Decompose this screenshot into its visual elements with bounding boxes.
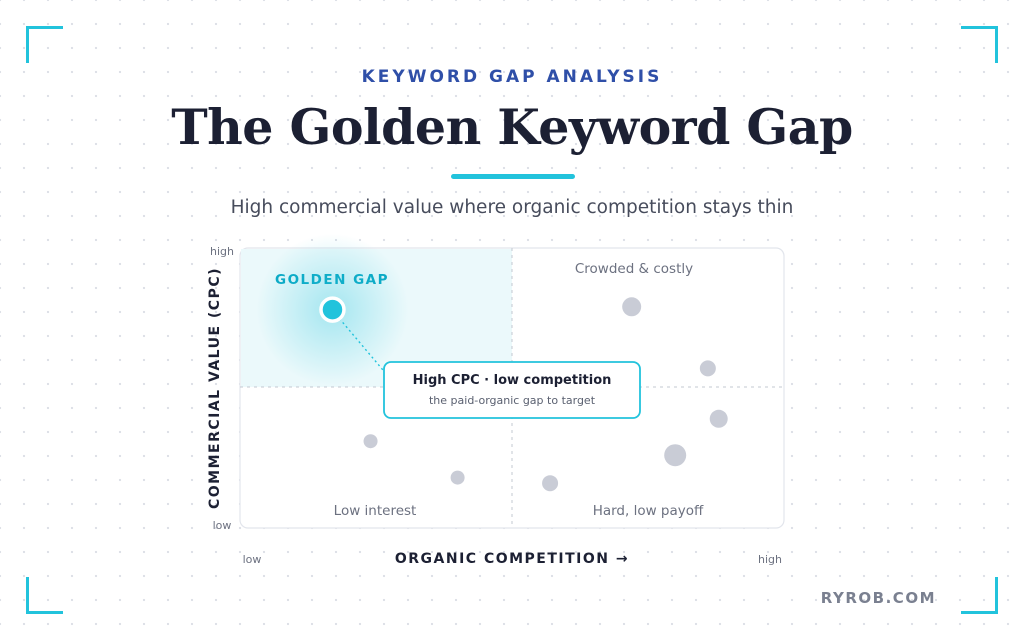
corner-bracket-bottom-left [26,577,63,614]
page-subtitle: High commercial value where organic comp… [230,197,794,218]
highlight-point [319,296,346,323]
brand-watermark: RYROB.COM [820,589,936,607]
x-tick-label-high: high [758,553,782,566]
page-title: The Golden Keyword Gap [171,98,853,156]
data-point [709,409,728,428]
quadrant-label-bottom-right: Hard, low payoff [593,503,704,519]
eyebrow-label: KEYWORD GAP ANALYSIS [361,67,663,87]
data-point [542,475,559,492]
callout-box [383,361,641,419]
data-point [622,297,642,317]
x-tick-label-low: low [243,553,262,566]
corner-bracket-top-left [26,26,63,63]
quadrant-label-bottom-left: Low interest [334,503,417,519]
callout-title: High CPC · low competition [413,373,612,388]
data-point [664,444,687,467]
y-tick-label-high: high [210,245,234,258]
data-point [363,434,378,449]
callout-subtitle: the paid-organic gap to target [429,394,596,407]
corner-bracket-bottom-right [961,577,998,614]
quadrant-label-top-right: Crowded & costly [575,261,693,277]
data-point [699,360,716,377]
y-axis-label: COMMERCIAL VALUE (CPC) [207,267,223,509]
title-underline [451,174,575,179]
corner-bracket-top-right [961,26,998,63]
x-axis-label: ORGANIC COMPETITION → [395,551,629,567]
data-point [450,470,465,485]
y-tick-label-low: low [213,519,232,532]
